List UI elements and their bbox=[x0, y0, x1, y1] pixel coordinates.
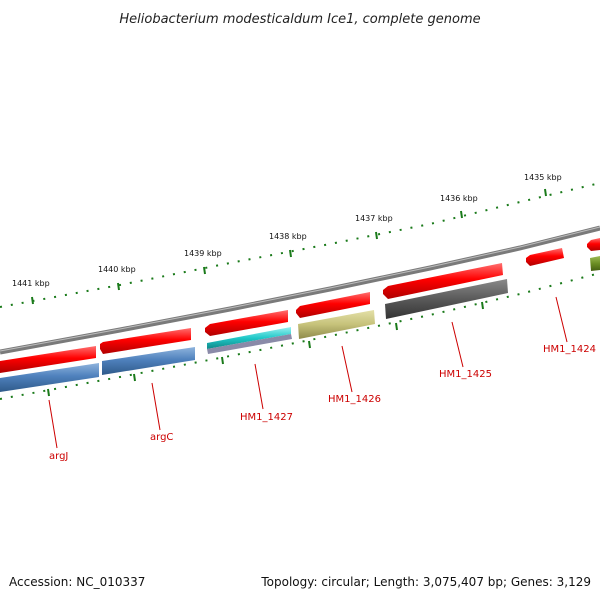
forward-gene-arrow bbox=[205, 310, 288, 336]
inner-major-ticks bbox=[47, 301, 484, 397]
gene-label: argJ bbox=[49, 451, 68, 462]
kbp-label: 1437 kbp bbox=[355, 214, 393, 223]
reverse-gene-arrow bbox=[207, 327, 291, 349]
forward-gene-arrow bbox=[296, 292, 370, 318]
gene-label: argC bbox=[150, 432, 173, 443]
reverse-gene-arrow bbox=[385, 279, 508, 319]
outer-tick-ring bbox=[0, 182, 600, 308]
reverse-gene-arrow bbox=[298, 310, 375, 339]
inner-tick-ring bbox=[0, 272, 600, 400]
gene-label: HM1_1424 bbox=[543, 344, 596, 355]
kbp-label: 1435 kbp bbox=[524, 173, 562, 182]
kbp-label: 1436 kbp bbox=[440, 194, 478, 203]
reverse-strand bbox=[0, 256, 600, 392]
kbp-label: 1440 kbp bbox=[98, 265, 136, 274]
forward-gene-arrow bbox=[587, 238, 600, 251]
accession-text: Accession: NC_010337 bbox=[9, 575, 145, 589]
reverse-gene-arrow bbox=[102, 347, 195, 375]
reverse-gene-arrow bbox=[590, 256, 600, 271]
major-ticks bbox=[31, 188, 547, 305]
label-leaders bbox=[48, 296, 568, 449]
genome-backbone-highlight bbox=[0, 226, 600, 352]
reverse-gene-arrow bbox=[207, 334, 292, 354]
forward-strand bbox=[0, 238, 600, 373]
gene-label: HM1_1427 bbox=[240, 412, 293, 423]
gene-label: HM1_1425 bbox=[439, 369, 492, 380]
gene-label: HM1_1426 bbox=[328, 394, 381, 405]
kbp-label: 1441 kbp bbox=[12, 279, 50, 288]
kbp-label: 1438 kbp bbox=[269, 232, 307, 241]
genome-summary-text: Topology: circular; Length: 3,075,407 bp… bbox=[260, 575, 591, 589]
forward-gene-arrow bbox=[526, 248, 564, 266]
map-title: Heliobacterium modesticaldum Ice1, compl… bbox=[119, 12, 480, 27]
kbp-label: 1439 kbp bbox=[184, 249, 222, 258]
reverse-gene-arrow bbox=[0, 363, 99, 392]
forward-gene-arrow bbox=[100, 328, 191, 354]
genome-backbone bbox=[0, 225, 600, 355]
forward-gene-arrow bbox=[0, 346, 96, 373]
forward-gene-arrow bbox=[383, 263, 503, 299]
